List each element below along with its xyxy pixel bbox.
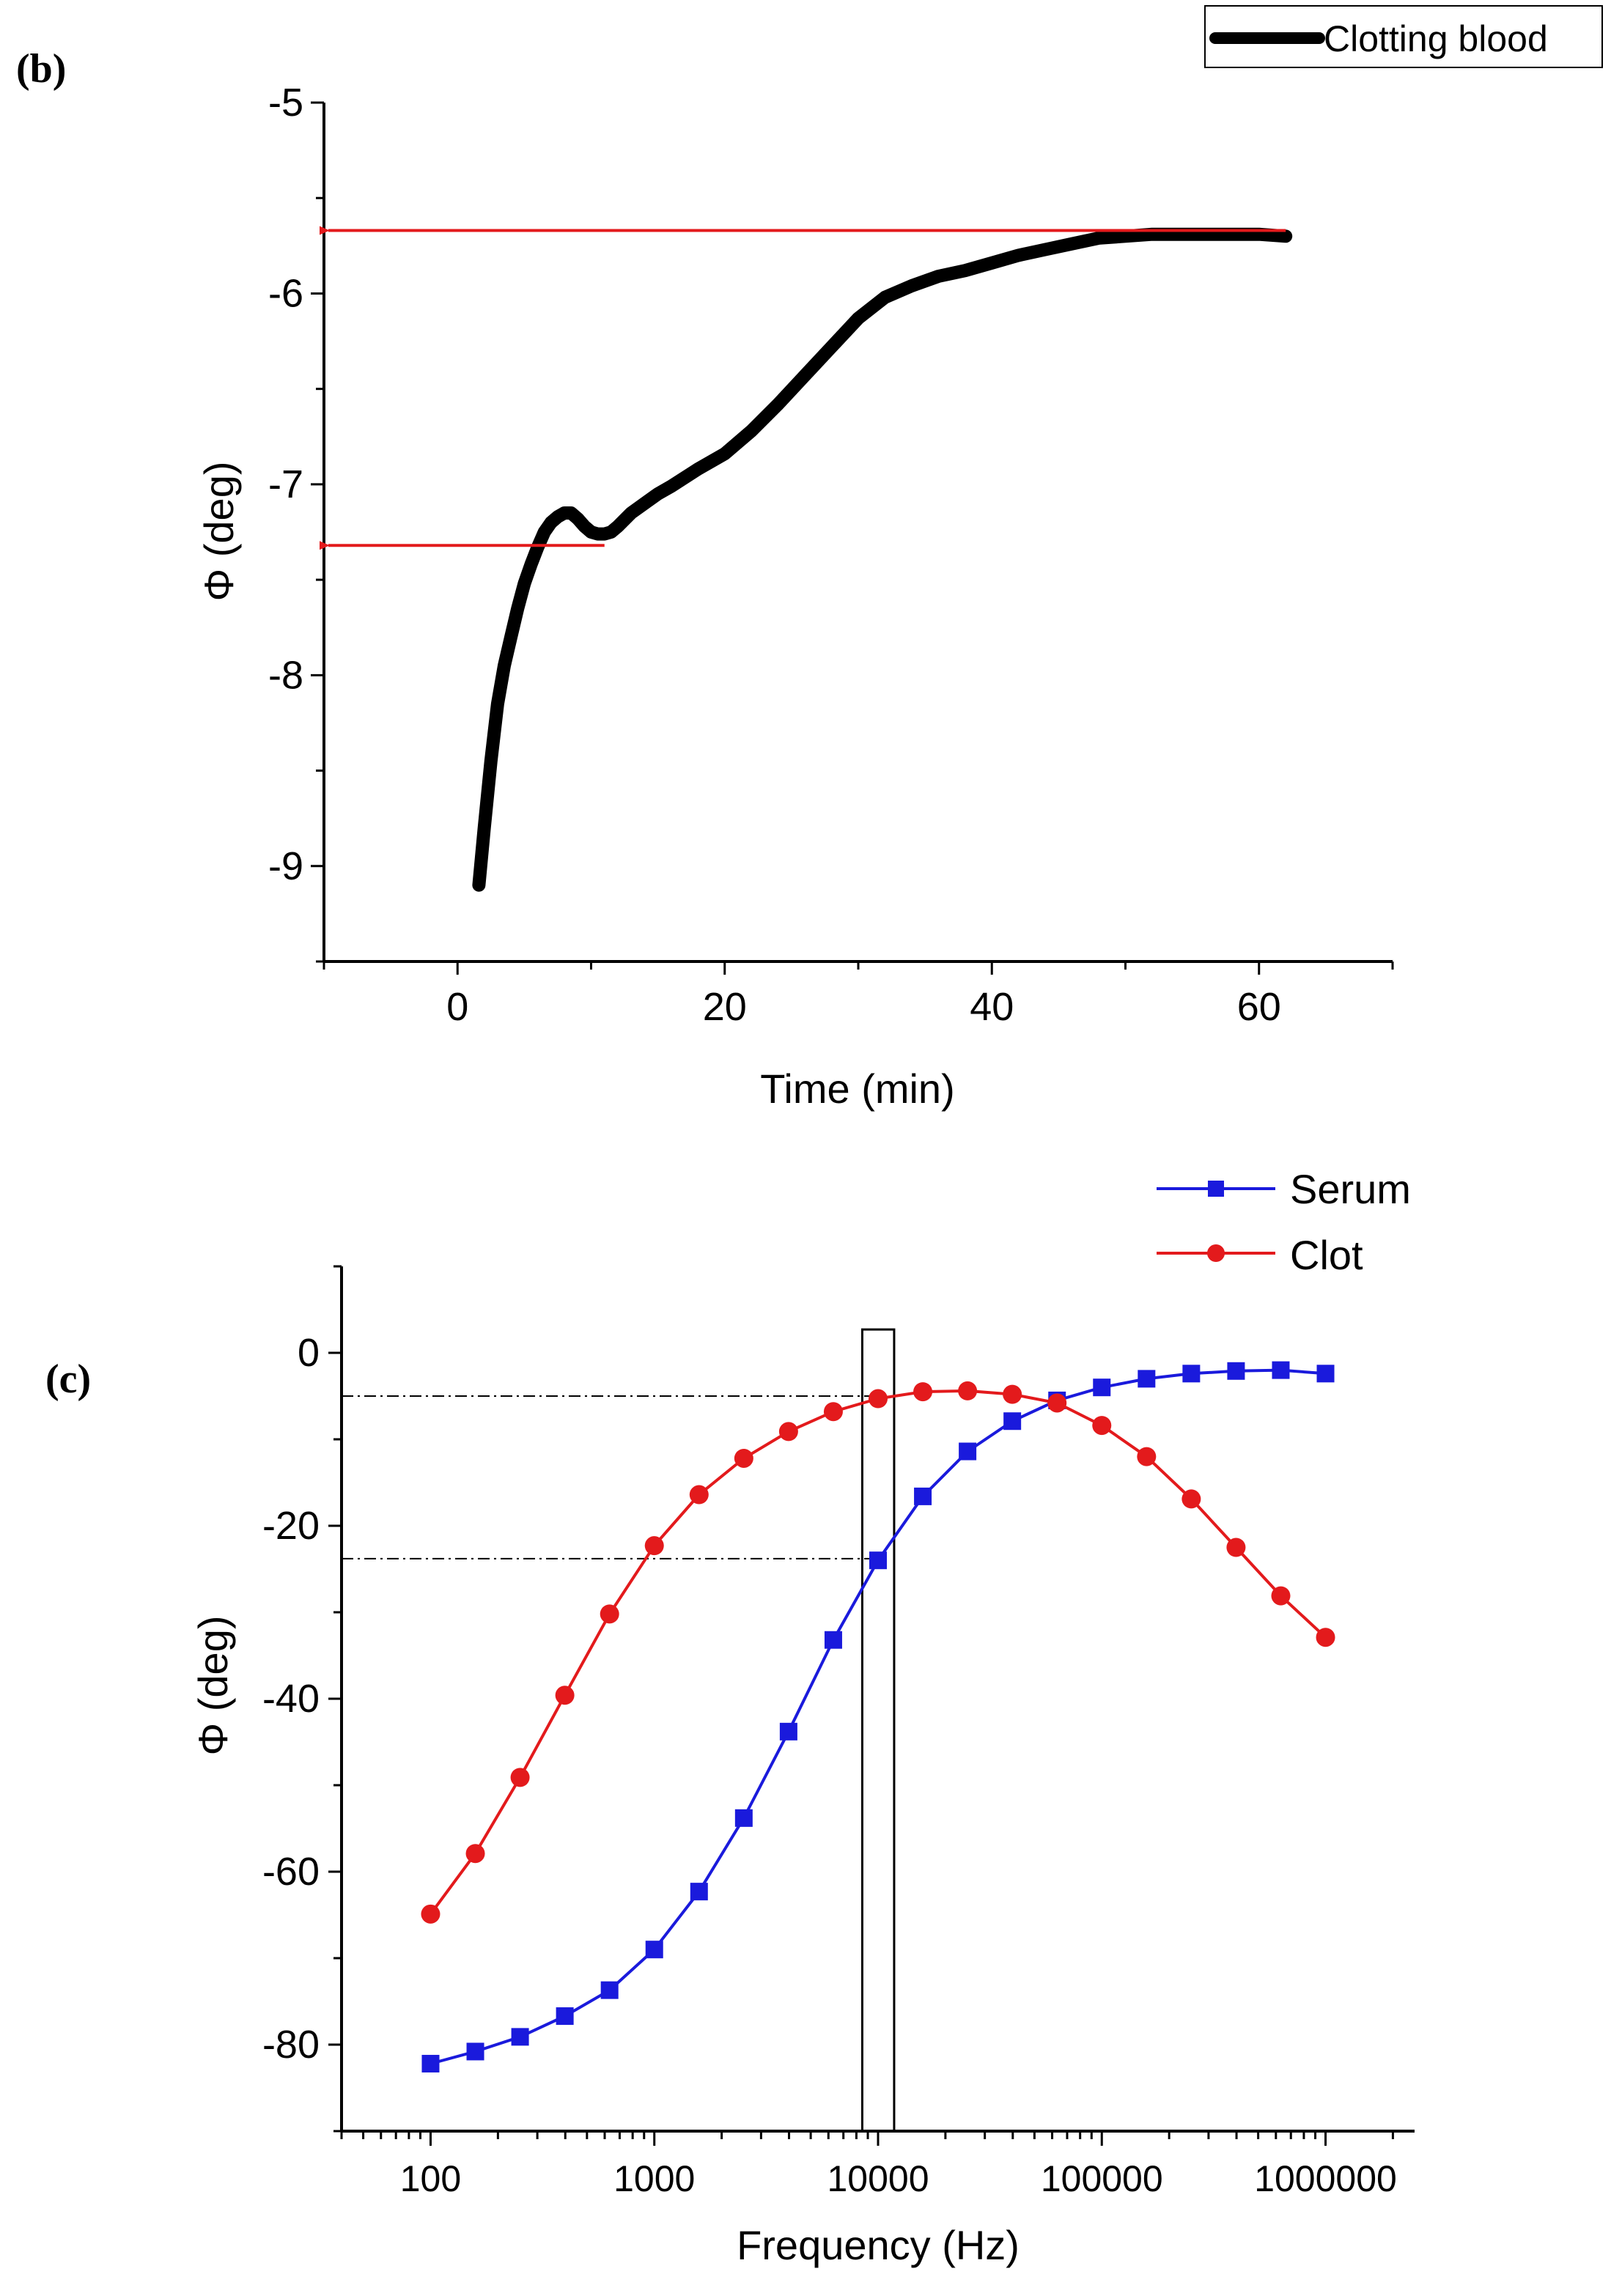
- panel-b-label: (b): [16, 46, 66, 92]
- panel-c-x-ticks: 100 1000 10000 100000 1000000: [340, 2131, 1397, 2199]
- panel-c-chart: (c) 100 1000 10000 100000 1000000 0 -20 -40 -60…: [45, 1166, 1415, 2268]
- panel-b-series-line-clotting-blood: [472, 227, 1293, 892]
- panel-c-point-serum: [734, 1809, 753, 1827]
- panel-c-point-serum: [1093, 1378, 1111, 1397]
- panel-b-x-tick-label: 60: [1237, 985, 1281, 1029]
- panel-c-point-serum: [1003, 1412, 1022, 1431]
- panel-c-y-tick-label: -40: [262, 1677, 320, 1721]
- panel-c-point-clot: [465, 1844, 485, 1864]
- panel-c-point-clot: [734, 1448, 753, 1468]
- panel-c-x-tick-label: 1000000: [1254, 2158, 1397, 2199]
- panel-b-x-axis-label: Time (min): [760, 1066, 954, 1112]
- panel-b-y-tick-label: -8: [268, 653, 303, 697]
- panel-c-x-tick-label: 1000: [613, 2158, 695, 2199]
- panel-c-point-clot: [1226, 1538, 1246, 1557]
- panel-c-point-clot: [600, 1604, 619, 1624]
- panel-c-legend-label-serum: Serum: [1290, 1166, 1411, 1212]
- panel-b-chart: (b) 0 20 40 60 -5 -6 -7 -8 -9 Time (min) Φ (deg…: [16, 5, 1603, 1112]
- panel-c-point-serum: [914, 1487, 932, 1505]
- panel-b-x-tick-label: 40: [970, 985, 1014, 1029]
- panel-b-y-tick-label: -9: [268, 844, 303, 888]
- panel-c-point-serum: [1316, 1365, 1335, 1383]
- panel-c-legend-serum: Serum: [1157, 1166, 1411, 1212]
- panel-c-point-clot: [689, 1485, 709, 1505]
- panel-c-point-clot: [958, 1381, 978, 1400]
- panel-c-y-tick-label: -60: [262, 1850, 320, 1894]
- panel-c-point-clot: [1316, 1628, 1335, 1647]
- panel-b-y-ticks: -5 -6 -7 -8 -9: [268, 81, 324, 963]
- panel-c-point-clot: [1092, 1416, 1112, 1436]
- panel-c-point-serum: [869, 1551, 887, 1570]
- panel-c-point-serum: [466, 2042, 484, 2061]
- panel-c-point-clot: [1271, 1586, 1291, 1606]
- panel-c-point-clot: [421, 1904, 440, 1924]
- panel-c-point-clot: [1003, 1384, 1022, 1404]
- panel-c-point-clot: [913, 1382, 933, 1402]
- panel-b-series: [472, 227, 1293, 892]
- panel-b-annotations: [320, 226, 1286, 550]
- panel-c-x-tick-label: 100000: [1041, 2158, 1163, 2199]
- panel-b-x-ticks: 0 20 40 60: [322, 961, 1394, 1029]
- panel-c-point-serum: [556, 2007, 574, 2026]
- panel-c-point-serum: [645, 1941, 663, 1959]
- panel-c-annotations: [342, 1328, 896, 2133]
- panel-b-y-tick-label: -7: [268, 462, 303, 506]
- panel-c-x-tick-label: 10000: [827, 2158, 929, 2199]
- panel-c-y-ticks: 0 -20 -40 -60 -80: [262, 1265, 342, 2133]
- panel-c-point-clot: [823, 1402, 843, 1422]
- panel-c-x-axis-label: Frequency (Hz): [737, 2222, 1020, 2268]
- panel-b-y-tick-label: -5: [268, 81, 303, 125]
- panel-c-point-serum: [1272, 1361, 1290, 1379]
- panel-c-legend-clot: Clot: [1157, 1232, 1363, 1278]
- panel-c-point-clot: [1181, 1489, 1201, 1509]
- panel-c-point-serum: [824, 1631, 842, 1649]
- panel-c-point-clot: [555, 1686, 575, 1705]
- panel-c-y-tick-label: -80: [262, 2023, 320, 2067]
- panel-c-point-clot: [869, 1389, 888, 1409]
- panel-b-legend: Clotting blood: [1204, 5, 1603, 68]
- panel-c-point-serum: [511, 2028, 529, 2046]
- panel-c-point-serum: [779, 1722, 797, 1741]
- panel-c-point-serum: [1227, 1362, 1245, 1380]
- panel-c-legend-label-clot: Clot: [1290, 1232, 1363, 1278]
- panel-c-point-serum: [1182, 1365, 1201, 1383]
- panel-c-x-tick-label: 100: [400, 2158, 461, 2199]
- panel-c-label: (c): [45, 1356, 91, 1402]
- panel-c-y-axis-label: Φ (deg): [190, 1616, 236, 1756]
- panel-c-y-tick-label: -20: [262, 1504, 320, 1548]
- panel-b-y-axis-label: Φ (deg): [196, 462, 242, 602]
- panel-c-point-serum: [421, 2054, 440, 2072]
- panel-b-legend-label: Clotting blood: [1324, 18, 1548, 59]
- panel-c-series-line-clot: [429, 1389, 1327, 1915]
- panel-c-series: [421, 1361, 1335, 2072]
- panel-b-x-tick-label: 20: [703, 985, 747, 1029]
- panel-b-y-tick-label: -6: [268, 271, 303, 315]
- panel-c-point-serum: [1138, 1370, 1156, 1388]
- panel-c-point-clot: [1047, 1393, 1067, 1413]
- panel-c-point-serum: [959, 1442, 977, 1461]
- panel-b-x-tick-label: 0: [446, 985, 468, 1029]
- panel-c-point-clot: [644, 1536, 664, 1556]
- panel-c-y-tick-label: 0: [298, 1331, 320, 1375]
- panel-c-point-serum: [600, 1981, 619, 1999]
- panel-c-series-line-serum: [430, 1368, 1326, 2065]
- panel-c-legend: Serum Clot: [1157, 1166, 1411, 1278]
- panel-c-point-clot: [510, 1768, 530, 1787]
- panel-c-point-serum: [690, 1883, 708, 1901]
- panel-c-point-clot: [778, 1422, 798, 1442]
- panel-c-point-clot: [1137, 1447, 1157, 1466]
- panel-c-highlight-box: [860, 1328, 896, 2133]
